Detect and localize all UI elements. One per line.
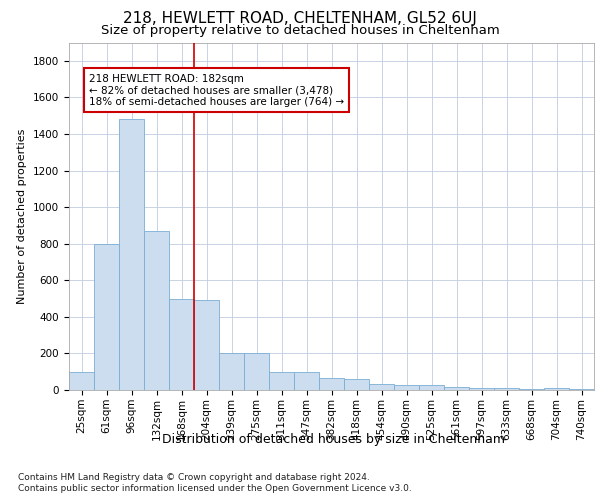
Bar bbox=[519, 388, 544, 390]
Text: 218 HEWLETT ROAD: 182sqm
← 82% of detached houses are smaller (3,478)
18% of sem: 218 HEWLETT ROAD: 182sqm ← 82% of detach… bbox=[89, 74, 344, 107]
Bar bbox=[169, 298, 194, 390]
Bar bbox=[94, 244, 119, 390]
Bar bbox=[119, 120, 144, 390]
Bar bbox=[494, 388, 519, 390]
Text: 218, HEWLETT ROAD, CHELTENHAM, GL52 6UJ: 218, HEWLETT ROAD, CHELTENHAM, GL52 6UJ bbox=[123, 11, 477, 26]
Text: Contains public sector information licensed under the Open Government Licence v3: Contains public sector information licen… bbox=[18, 484, 412, 493]
Bar bbox=[419, 386, 444, 390]
Bar bbox=[469, 388, 494, 390]
Bar bbox=[244, 354, 269, 390]
Bar bbox=[219, 352, 244, 390]
Bar bbox=[319, 378, 344, 390]
Y-axis label: Number of detached properties: Number of detached properties bbox=[17, 128, 28, 304]
Bar bbox=[544, 388, 569, 390]
Bar bbox=[444, 388, 469, 390]
Text: Distribution of detached houses by size in Cheltenham: Distribution of detached houses by size … bbox=[161, 432, 505, 446]
Bar bbox=[144, 231, 169, 390]
Bar bbox=[194, 300, 219, 390]
Text: Contains HM Land Registry data © Crown copyright and database right 2024.: Contains HM Land Registry data © Crown c… bbox=[18, 472, 370, 482]
Bar bbox=[569, 388, 594, 390]
Text: Size of property relative to detached houses in Cheltenham: Size of property relative to detached ho… bbox=[101, 24, 499, 37]
Bar bbox=[294, 372, 319, 390]
Bar bbox=[269, 372, 294, 390]
Bar bbox=[69, 372, 94, 390]
Bar bbox=[344, 379, 369, 390]
Bar bbox=[394, 385, 419, 390]
Bar bbox=[369, 384, 394, 390]
